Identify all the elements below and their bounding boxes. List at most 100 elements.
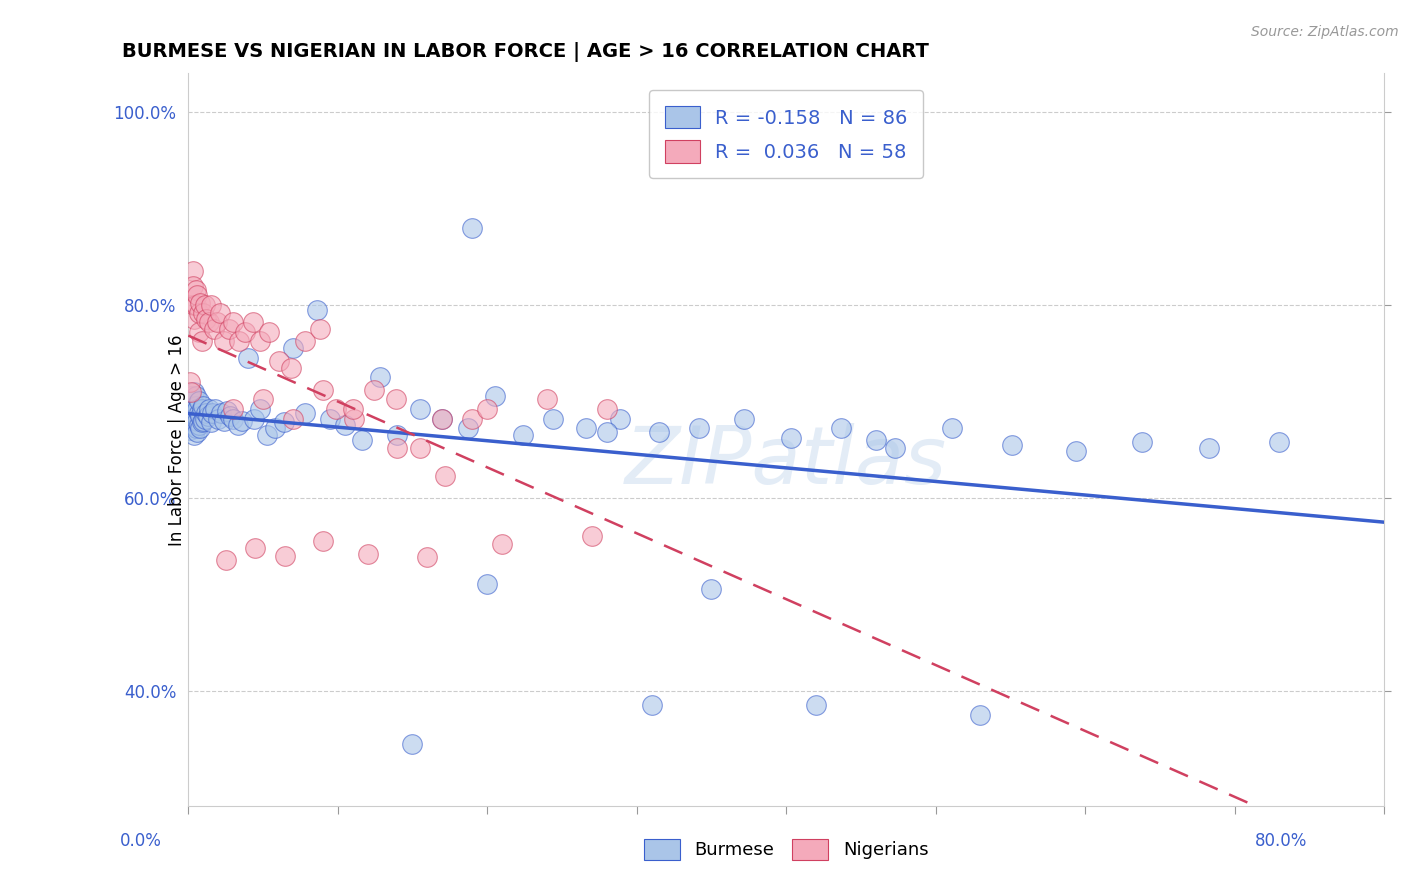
Point [432, 411, 454, 425]
Point [325, 401, 347, 416]
Point [245, 541, 267, 555]
Point [187, 325, 209, 339]
Point [180, 413, 202, 427]
Point [457, 421, 479, 435]
Point [186, 401, 208, 416]
Point [198, 315, 221, 329]
Point [1064, 444, 1087, 458]
Point [242, 315, 264, 329]
Point [941, 421, 963, 435]
Legend: R = -0.158   N = 86, R =  0.036   N = 58: R = -0.158 N = 86, R = 0.036 N = 58 [650, 90, 924, 178]
Point [312, 534, 335, 549]
Point [186, 425, 208, 439]
Point [181, 278, 204, 293]
Point [181, 418, 204, 433]
Point [280, 360, 302, 375]
Point [190, 401, 212, 416]
Point [305, 302, 328, 317]
Text: ZIPatlas: ZIPatlas [626, 423, 948, 500]
Point [281, 341, 304, 355]
Point [179, 423, 201, 437]
Point [193, 305, 215, 319]
Point [183, 399, 205, 413]
Point [184, 399, 207, 413]
Point [183, 428, 205, 442]
Point [181, 394, 204, 409]
Point [201, 406, 224, 420]
Point [294, 334, 316, 349]
Point [180, 384, 202, 399]
Text: BURMESE VS NIGERIAN IN LABOR FORCE | AGE > 16 CORRELATION CHART: BURMESE VS NIGERIAN IN LABOR FORCE | AGE… [122, 42, 929, 62]
Point [184, 298, 207, 312]
Point [779, 431, 801, 445]
Point [1130, 434, 1153, 449]
Point [194, 411, 217, 425]
Point [187, 394, 209, 409]
Point [249, 334, 271, 349]
Point [179, 409, 201, 423]
Point [184, 389, 207, 403]
Point [184, 421, 207, 435]
Point [264, 421, 287, 435]
Point [188, 296, 211, 310]
Point [198, 401, 221, 416]
Point [350, 433, 373, 447]
Point [180, 389, 202, 403]
Point [183, 413, 205, 427]
Point [205, 315, 228, 329]
Point [214, 553, 236, 567]
Point [231, 413, 253, 427]
Point [218, 322, 240, 336]
Text: 80.0%: 80.0% [1256, 831, 1308, 849]
Point [596, 401, 619, 416]
Point [387, 441, 409, 455]
Point [190, 334, 212, 349]
Point [385, 392, 408, 407]
Point [183, 384, 205, 399]
Point [200, 298, 222, 312]
Point [335, 418, 357, 433]
Point [217, 404, 239, 418]
Point [356, 547, 378, 561]
Point [204, 401, 226, 416]
Point [181, 264, 204, 278]
Point [581, 529, 603, 543]
Point [1198, 441, 1220, 455]
Point [184, 284, 207, 298]
Point [434, 469, 457, 483]
Point [219, 409, 242, 423]
Point [491, 537, 513, 551]
Point [222, 315, 245, 329]
Point [640, 698, 662, 712]
Point [596, 425, 619, 439]
Point [1001, 437, 1024, 451]
Point [387, 428, 409, 442]
Point [183, 312, 205, 326]
Point [409, 441, 432, 455]
Point [401, 737, 423, 751]
Point [212, 413, 235, 427]
Point [368, 370, 391, 384]
Text: 0.0%: 0.0% [120, 831, 162, 849]
Point [700, 582, 723, 597]
Point [190, 416, 212, 430]
Point [212, 334, 235, 349]
Point [208, 305, 231, 319]
Point [648, 425, 671, 439]
Point [181, 404, 204, 418]
Point [541, 411, 564, 425]
Point [202, 322, 225, 336]
Point [195, 312, 218, 326]
Point [1268, 434, 1291, 449]
Point [252, 392, 274, 407]
Point [688, 421, 710, 435]
Point [363, 383, 385, 397]
Point [183, 298, 205, 312]
Point [416, 550, 439, 565]
Point [222, 401, 245, 416]
Point [804, 698, 827, 712]
Point [186, 413, 208, 427]
Point [188, 421, 211, 435]
Point [884, 441, 907, 455]
Point [243, 411, 266, 425]
